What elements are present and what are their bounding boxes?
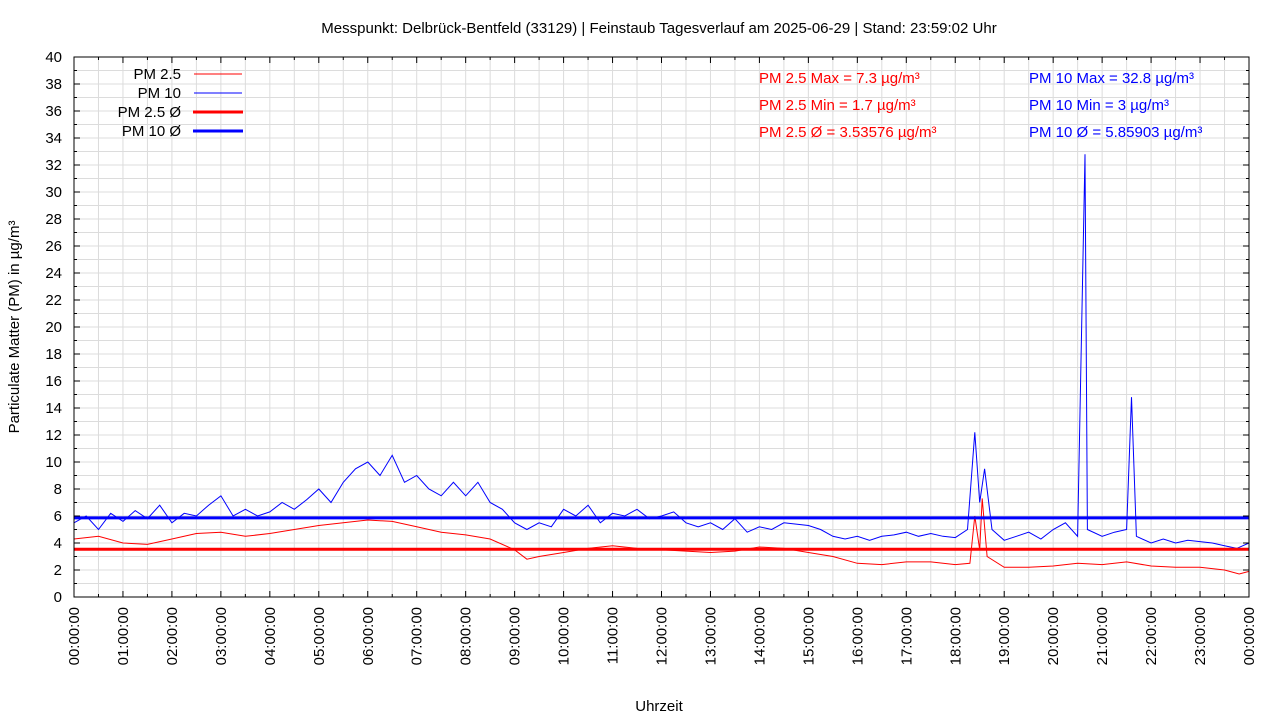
pm25-min: PM 2.5 Min = 1.7 µg/m³ (759, 97, 916, 114)
y-tick-label: 2 (54, 562, 62, 579)
pm25-max: PM 2.5 Max = 7.3 µg/m³ (759, 70, 920, 87)
x-tick-label: 10:00:00 (556, 607, 573, 665)
y-tick-label: 8 (54, 481, 62, 498)
x-tick-label: 05:00:00 (311, 607, 328, 665)
x-tick-label: 21:00:00 (1094, 607, 1111, 665)
series-line-pm-10 (73, 154, 1250, 549)
series-lines (73, 154, 1250, 575)
legend-label-pm10-mean: PM 10 Ø (122, 123, 182, 140)
y-tick-label: 24 (45, 265, 62, 282)
x-axis-label: Uhrzeit (635, 698, 683, 715)
series-line-pm-2-5 (73, 498, 1250, 575)
pm10-max: PM 10 Max = 32.8 µg/m³ (1029, 70, 1194, 87)
x-tick-label: 13:00:00 (702, 607, 719, 665)
pm10-mean: PM 10 Ø = 5.85903 µg/m³ (1029, 124, 1202, 141)
y-tick-label: 16 (45, 373, 62, 390)
grid (74, 57, 1249, 597)
x-tick-label: 09:00:00 (507, 607, 524, 665)
x-tick-label: 01:00:00 (115, 607, 132, 665)
y-tick-label: 10 (45, 454, 62, 471)
x-tick-label: 22:00:00 (1143, 607, 1160, 665)
y-tick-label: 34 (45, 130, 62, 147)
x-tick-label: 19:00:00 (996, 607, 1013, 665)
x-tick-label: 17:00:00 (898, 607, 915, 665)
y-tick-label: 18 (45, 346, 62, 363)
y-tick-label: 40 (45, 49, 62, 66)
pm25-mean: PM 2.5 Ø = 3.53576 µg/m³ (759, 124, 936, 141)
legend-label-pm10: PM 10 (138, 85, 181, 102)
y-tick-label: 38 (45, 76, 62, 93)
x-tick-label: 03:00:00 (213, 607, 230, 665)
y-tick-label: 4 (54, 535, 62, 552)
x-tick-label: 14:00:00 (751, 607, 768, 665)
x-tick-label: 07:00:00 (409, 607, 426, 665)
y-tick-label: 14 (45, 400, 62, 417)
x-tick-label: 12:00:00 (654, 607, 671, 665)
x-tick-label: 02:00:00 (164, 607, 181, 665)
y-tick-label: 28 (45, 211, 62, 228)
axis-ticks: 024681012141618202224262830323436384000:… (45, 49, 1258, 665)
x-tick-label: 08:00:00 (458, 607, 475, 665)
y-tick-label: 26 (45, 238, 62, 255)
x-tick-label: 00:00:00 (66, 607, 83, 665)
x-tick-label: 11:00:00 (605, 607, 622, 664)
x-tick-label: 16:00:00 (849, 607, 866, 665)
y-tick-label: 12 (45, 427, 62, 444)
x-tick-label: 06:00:00 (360, 607, 377, 665)
y-tick-label: 22 (45, 292, 62, 309)
x-tick-label: 23:00:00 (1192, 607, 1209, 665)
y-tick-label: 0 (54, 589, 62, 606)
y-tick-label: 6 (54, 508, 62, 525)
y-tick-label: 36 (45, 103, 62, 120)
chart-title: Messpunkt: Delbrück-Bentfeld (33129) | F… (321, 20, 996, 37)
pm10-min: PM 10 Min = 3 µg/m³ (1029, 97, 1169, 114)
x-tick-label: 20:00:00 (1045, 607, 1062, 665)
x-tick-label: 18:00:00 (947, 607, 964, 665)
y-tick-label: 20 (45, 319, 62, 336)
x-tick-label: 04:00:00 (262, 607, 279, 665)
x-tick-label: 00:00:00 (1241, 607, 1258, 665)
y-tick-label: 32 (45, 157, 62, 174)
legend: PM 2.5 PM 10 PM 2.5 Ø PM 10 Ø (118, 66, 243, 140)
stats-annotations: PM 2.5 Max = 7.3 µg/m³ PM 2.5 Min = 1.7 … (759, 70, 1202, 141)
y-axis-label: Particulate Matter (PM) in µg/m³ (6, 221, 23, 434)
y-tick-label: 30 (45, 184, 62, 201)
legend-label-pm25-mean: PM 2.5 Ø (118, 104, 182, 121)
legend-label-pm25: PM 2.5 (133, 66, 181, 83)
x-tick-label: 15:00:00 (800, 607, 817, 665)
